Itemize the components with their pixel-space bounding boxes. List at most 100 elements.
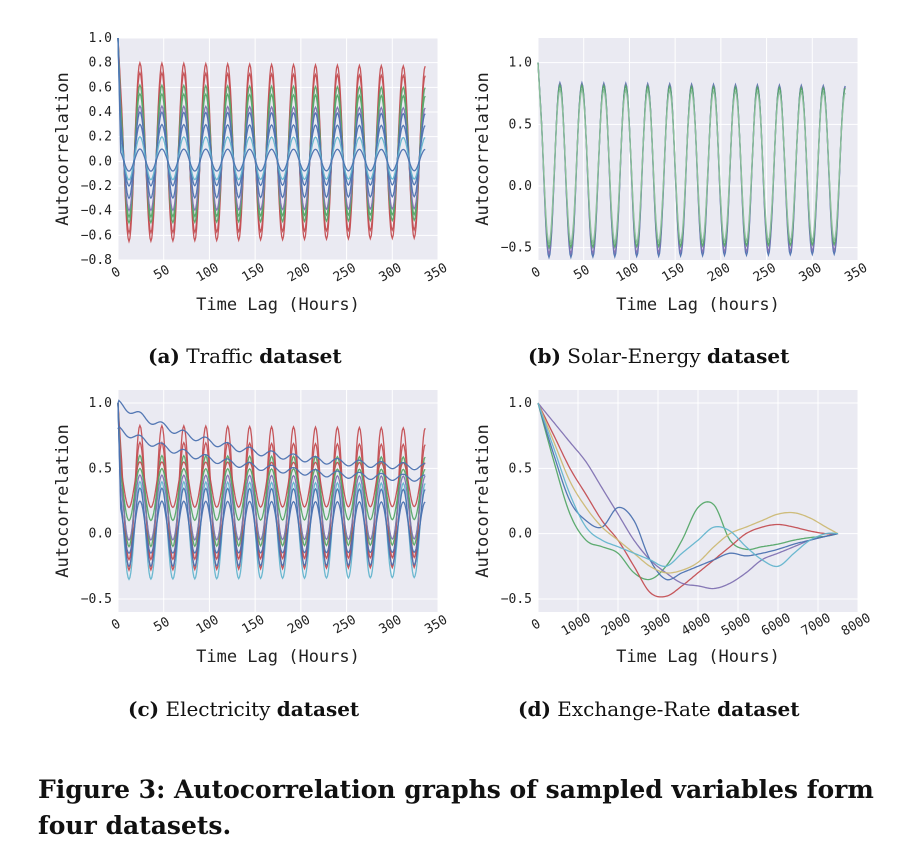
- caption-a-label: (a): [148, 344, 180, 368]
- series-line-c-7: [117, 403, 426, 568]
- series-line-d-1: [537, 402, 839, 598]
- x-tick-label: 100: [194, 613, 222, 638]
- y-axis-label: Autocorrelation: [53, 72, 73, 226]
- x-tick-label: 4000: [679, 611, 714, 640]
- x-tick-label: 250: [331, 261, 359, 286]
- x-axis-label: Time Lag (Hours): [196, 647, 360, 667]
- y-tick-label: 0.5: [509, 117, 532, 132]
- x-tick-label: 1000: [559, 611, 594, 640]
- series-line-d-3: [537, 402, 839, 581]
- x-tick-label: 150: [239, 613, 267, 638]
- series-line-c-6: [117, 403, 426, 581]
- y-tick-label: 1.0: [89, 31, 112, 46]
- x-tick-label: 100: [614, 261, 642, 286]
- x-tick-label: 50: [151, 615, 172, 636]
- series-line-c-5: [117, 403, 426, 542]
- caption-d-suffix: dataset: [717, 697, 800, 721]
- y-axis-label: Autocorrelation: [473, 72, 493, 226]
- x-tick-label: 2000: [599, 611, 634, 640]
- caption-b: (b) Solar-Energy dataset: [528, 344, 789, 368]
- x-axis-label: Time Lag (hours): [616, 295, 780, 315]
- caption-d-label: (d): [518, 697, 551, 721]
- x-tick-label: 300: [377, 261, 405, 286]
- caption-c-label: (c): [128, 697, 160, 721]
- plot-background: [538, 38, 858, 260]
- y-tick-label: 0.5: [89, 461, 112, 476]
- x-tick-label: 3000: [639, 611, 674, 640]
- x-tick-label: 6000: [759, 611, 794, 640]
- series-line-c-8: [117, 403, 426, 555]
- x-tick-label: 7000: [799, 611, 834, 640]
- x-tick-label: 150: [659, 261, 687, 286]
- chart-d: 0 1000 2000 3000 4000 5000 6000 7000 8000 −0.5 0.0…: [473, 390, 874, 667]
- y-tick-label: 1.0: [509, 56, 532, 71]
- y-tick-label: 1.0: [89, 396, 112, 411]
- caption-a-suffix: dataset: [259, 344, 342, 368]
- x-tick-label: 8000: [839, 611, 874, 640]
- y-tick-label: 0.2: [89, 130, 112, 145]
- y-axis-label: Autocorrelation: [473, 424, 493, 578]
- y-tick-label: 0.8: [89, 56, 112, 71]
- caption-d: (d) Exchange-Rate dataset: [518, 697, 800, 721]
- caption-b-suffix: dataset: [707, 344, 790, 368]
- y-tick-label: 0.5: [509, 461, 532, 476]
- figure-caption: Figure 3: Autocorrelation graphs of samp…: [38, 775, 874, 840]
- series-line-c-3: [117, 403, 426, 509]
- y-tick-label: −0.8: [81, 253, 112, 268]
- series-line-d-2: [537, 402, 839, 590]
- x-tick-label: 5000: [719, 611, 754, 640]
- y-tick-label: −0.5: [501, 241, 532, 256]
- x-tick-label: 250: [331, 613, 359, 638]
- caption-c-name: Electricity: [165, 697, 271, 721]
- x-tick-label: 200: [285, 261, 313, 286]
- y-tick-label: 0.6: [89, 80, 112, 95]
- x-tick-label: 200: [285, 613, 313, 638]
- x-tick-label: 0: [529, 617, 543, 634]
- x-tick-label: 50: [571, 263, 592, 284]
- series-line-c-9: [117, 399, 426, 471]
- x-tick-label: 250: [751, 261, 779, 286]
- y-tick-label: −0.4: [81, 204, 112, 219]
- caption-d-name: Exchange-Rate: [557, 697, 711, 721]
- y-tick-label: 0.0: [89, 527, 112, 542]
- y-tick-label: 0.0: [89, 154, 112, 169]
- y-tick-label: 0.0: [509, 527, 532, 542]
- x-axis-label: Time Lag (Hours): [196, 295, 360, 315]
- caption-a: (a) Traffic dataset: [148, 344, 342, 368]
- x-tick-label: 350: [422, 613, 450, 638]
- x-tick-label: 300: [797, 261, 825, 286]
- y-tick-label: 0.0: [509, 179, 532, 194]
- y-tick-label: −0.5: [81, 592, 112, 607]
- x-tick-label: 0: [529, 265, 543, 282]
- series-line-a-8: [117, 37, 426, 172]
- caption-b-name: Solar-Energy: [567, 344, 701, 368]
- series-line-d-4: [537, 402, 839, 574]
- y-tick-label: −0.5: [501, 592, 532, 607]
- x-tick-label: 0: [109, 617, 123, 634]
- series-line-d-5: [537, 402, 838, 568]
- y-tick-label: 1.0: [509, 396, 532, 411]
- caption-b-label: (b): [528, 344, 561, 368]
- caption-a-name: Traffic: [186, 344, 253, 368]
- x-tick-label: 350: [422, 261, 450, 286]
- chart-b: 0 50 100 150 200 250 300 350 −0.5 0.0 0.5 1.0 Time L…: [473, 38, 870, 315]
- caption-c-suffix: dataset: [276, 697, 360, 721]
- x-tick-label: 200: [705, 261, 733, 286]
- series-line-a-5: [117, 37, 426, 200]
- y-axis-label: Autocorrelation: [53, 424, 73, 578]
- x-tick-label: 50: [151, 263, 172, 284]
- caption-c: (c) Electricity dataset: [128, 697, 359, 721]
- x-axis-label: Time Lag (Hours): [616, 647, 780, 667]
- y-tick-label: 0.4: [89, 105, 113, 120]
- y-tick-label: −0.2: [81, 179, 112, 194]
- x-tick-label: 350: [842, 261, 870, 286]
- series-line-d-0: [537, 402, 839, 581]
- x-tick-label: 100: [194, 261, 222, 286]
- series-line-c-10: [117, 425, 426, 482]
- x-tick-label: 300: [377, 613, 405, 638]
- y-tick-label: −0.6: [81, 228, 112, 243]
- chart-a: 0 50 100 150 200 250 300 350−0.8−0.6−0.4−0.20.0…: [53, 31, 450, 315]
- series-line-a-4: [117, 37, 426, 213]
- series-line-a-7: [117, 37, 426, 181]
